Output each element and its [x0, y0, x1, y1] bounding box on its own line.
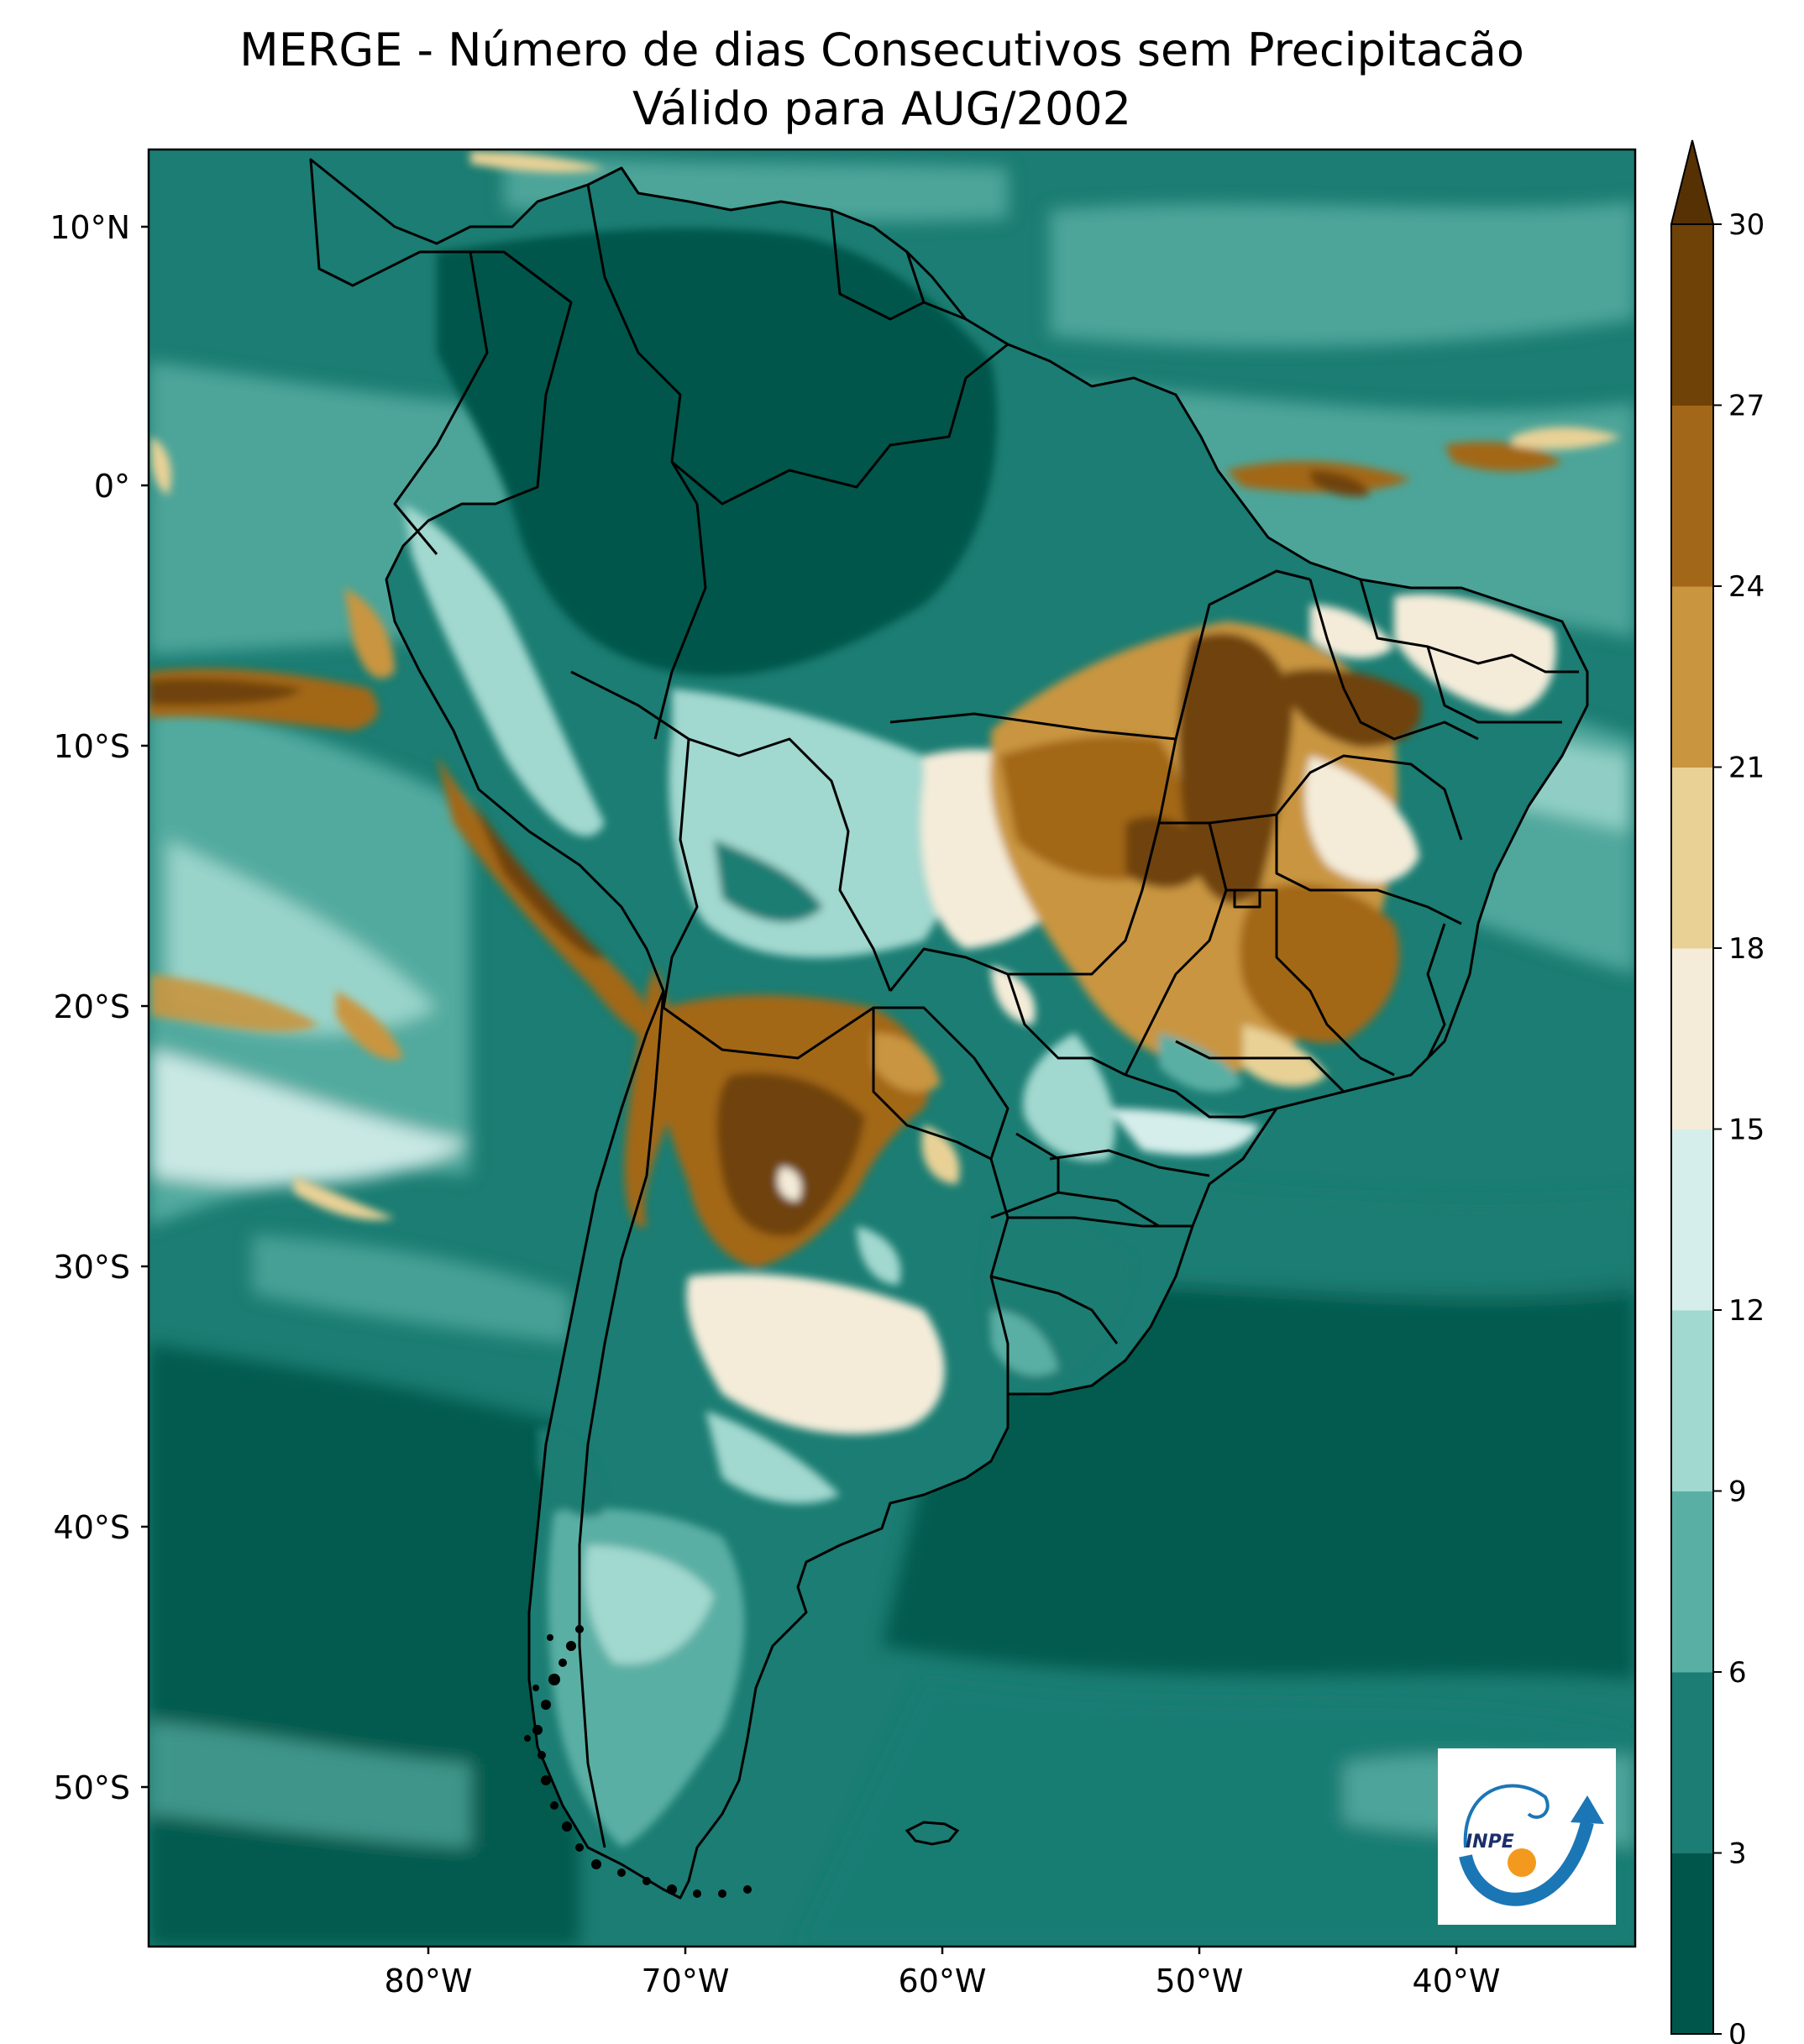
colorbar-segment — [1671, 1129, 1713, 1311]
land-field — [311, 160, 1587, 1898]
colorbar-tick-label: 6 — [1728, 1656, 1747, 1690]
colorbar-tick-label: 24 — [1728, 570, 1765, 604]
latitude-tick-label: 20°S — [54, 988, 130, 1025]
latitude-tick-label: 40°S — [54, 1509, 130, 1546]
colorbar-segment — [1671, 767, 1713, 949]
colorbar-tick-label: 21 — [1728, 752, 1765, 785]
dry-days-field: INPE — [149, 149, 1635, 1947]
longitude-tick-label: 40°W — [1413, 1963, 1501, 1999]
colorbar-tick-label: 0 — [1728, 2018, 1747, 2044]
latitude-tick-labels: 10°N 0° 10°S 20°S 30°S 40°S 50°S — [50, 209, 149, 1806]
latitude-tick-label: 10°S — [54, 728, 130, 765]
atlantic-dry-streaks — [470, 151, 1621, 497]
inpe-logo-arc-icon — [1459, 1821, 1594, 1906]
inpe-logo-sun-icon — [1508, 1848, 1536, 1877]
inpe-logo: INPE — [1438, 1748, 1616, 1925]
colorbar-extend-arrow — [1670, 139, 1715, 225]
longitude-tick-label: 50°W — [1156, 1963, 1244, 1999]
colorbar-tick-label: 12 — [1728, 1294, 1765, 1328]
colorbar-tick-label: 3 — [1728, 1837, 1747, 1871]
colorbar-segment — [1671, 224, 1713, 406]
colorbar-segment — [1671, 1853, 1713, 2035]
country-borders — [309, 158, 1589, 1900]
chile-archipelago — [524, 1625, 752, 1898]
inpe-logo-text: INPE — [1466, 1832, 1514, 1853]
colorbar-segment — [1671, 1310, 1713, 1491]
colorbar-segment — [1671, 405, 1713, 587]
colorbar-segment — [1671, 948, 1713, 1129]
colorbar: 0 3 6 9 12 15 18 21 24 27 30 — [1670, 139, 1765, 2044]
longitude-tick-label: 70°W — [642, 1963, 730, 1999]
colorbar-segment — [1671, 1672, 1713, 1853]
map-frame — [147, 148, 1637, 1948]
colorbar-segment — [1671, 1491, 1713, 1673]
map-title-line1: MERGE - Número de dias Consecutivos sem … — [239, 24, 1524, 76]
colorbar-segment — [1671, 586, 1713, 768]
longitude-tick-label: 60°W — [899, 1963, 987, 1999]
longitude-tick-label: 80°W — [385, 1963, 473, 1999]
colorbar-tick-label: 27 — [1728, 390, 1765, 423]
map-title-line2: Válido para AUG/2002 — [632, 82, 1131, 135]
falkland-islands — [905, 1821, 960, 1846]
land-colour-patches — [403, 228, 1556, 1847]
longitude-tick-labels: 80°W 70°W 60°W 50°W 40°W — [385, 1947, 1501, 1999]
inpe-logo-swoosh-icon — [1463, 1784, 1550, 1848]
latitude-tick-label: 10°N — [50, 209, 130, 246]
latitude-tick-label: 50°S — [54, 1769, 130, 1806]
inpe-logo-arrow-icon — [1571, 1795, 1604, 1824]
latitude-tick-label: 0° — [94, 468, 130, 505]
colorbar-tick-label: 30 — [1728, 208, 1765, 242]
pacific-dry-band — [149, 437, 663, 1220]
colorbar-tick-label: 15 — [1728, 1114, 1765, 1147]
latitude-tick-label: 30°S — [54, 1249, 130, 1286]
colorbar-tick-label: 18 — [1728, 932, 1765, 966]
colorbar-tick-label: 9 — [1728, 1475, 1747, 1509]
